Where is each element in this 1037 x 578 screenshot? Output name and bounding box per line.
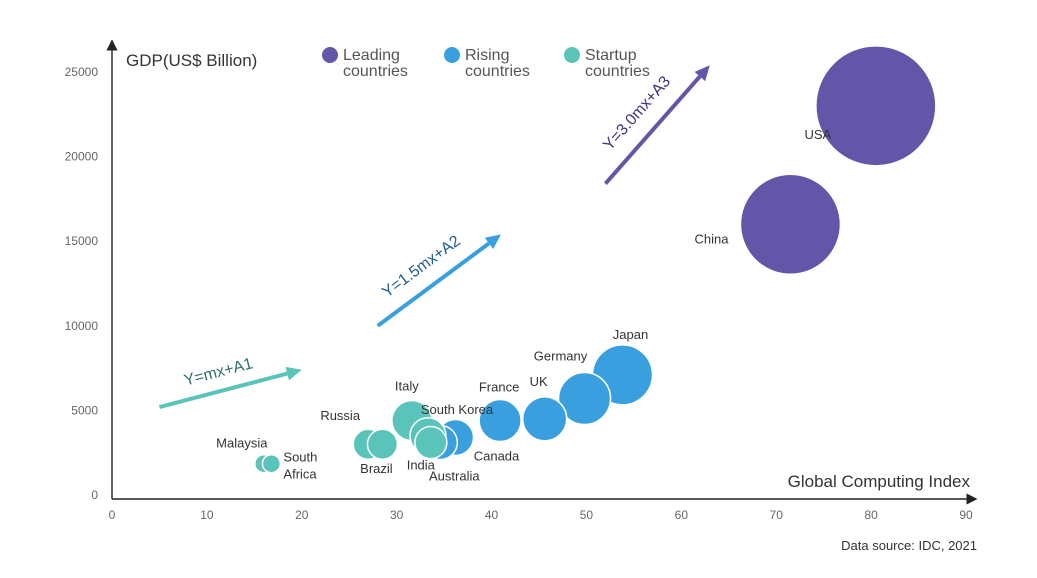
bubble-labels: USA China Japan Germany UK France Canada Austra… <box>216 127 831 484</box>
x-tick-label: 10 <box>200 508 214 522</box>
legend-label: Startup countries <box>585 47 650 80</box>
bubble-france <box>478 398 522 443</box>
bubble-label: Malaysia <box>216 436 268 451</box>
x-tick-label: 80 <box>864 508 878 522</box>
x-tick-label: 90 <box>959 508 973 522</box>
y-tick-label: 25000 <box>65 65 99 79</box>
x-tick-label: 50 <box>580 508 594 522</box>
y-tick-label: 5000 <box>71 403 98 417</box>
axes: GDP(US$ Billion) Global Computing Index … <box>106 39 978 553</box>
x-tick-label: 70 <box>770 508 784 522</box>
y-axis-title: GDP(US$ Billion) <box>126 51 257 70</box>
bubble-label: Italy <box>395 379 419 394</box>
trend-arrow-shaft <box>603 75 702 185</box>
bubble-brazil <box>366 428 399 460</box>
bubble-label: Russia <box>320 408 361 423</box>
y-tick-label: 0 <box>91 488 98 502</box>
bubble-label: India <box>407 458 436 473</box>
bubble-label: Australia <box>429 469 480 484</box>
bubble-label: Japan <box>613 327 648 342</box>
bubble-label: Brazil <box>360 461 393 476</box>
bubble-label: France <box>479 380 519 395</box>
bubble-label: Canada <box>474 448 520 463</box>
y-tick-labels: 0 5000 10000 15000 20000 25000 <box>65 65 99 502</box>
legend: Leading countries Rising countries Startup co… <box>322 47 650 80</box>
y-tick-label: 20000 <box>65 150 99 164</box>
trend-arrow-head <box>484 234 502 249</box>
x-tick-label: 30 <box>390 508 404 522</box>
bubble-uk <box>521 396 568 442</box>
x-axis-title: Global Computing Index <box>788 472 971 491</box>
trend-arrow-head <box>285 366 302 381</box>
bubble-label: Germany <box>534 349 588 364</box>
y-tick-label: 15000 <box>65 234 99 248</box>
legend-marker <box>564 47 580 63</box>
bubble-label: South Africa <box>283 450 317 482</box>
x-tick-label: 20 <box>295 508 309 522</box>
legend-marker <box>322 47 338 63</box>
bubble-label: USA <box>804 127 831 142</box>
trend-arrow-shaft <box>376 241 491 328</box>
bubbles <box>254 45 937 474</box>
x-tick-label: 0 <box>109 508 116 522</box>
bubble-germany <box>557 371 612 426</box>
bubble-india <box>414 425 448 460</box>
bubble-label: UK <box>530 374 548 389</box>
x-tick-label: 60 <box>675 508 689 522</box>
bubble-usa <box>815 45 937 167</box>
data-source: Data source: IDC, 2021 <box>841 538 977 553</box>
bubble-label: South Korea <box>421 402 494 417</box>
x-tick-label: 40 <box>485 508 499 522</box>
y-tick-label: 10000 <box>65 319 99 333</box>
x-tick-labels: 0 10 20 30 40 50 60 70 80 90 <box>109 508 973 522</box>
legend-marker <box>444 47 460 63</box>
trend-equation-label: Y=3.0mx+A3 <box>600 73 674 154</box>
bubble-label: China <box>694 231 729 246</box>
trend-arrow-head <box>694 65 710 82</box>
legend-label: Leading countries <box>343 47 408 80</box>
trend-arrow-shaft <box>158 371 288 409</box>
legend-label: Rising countries <box>465 47 530 80</box>
bubble-south-africa <box>261 453 282 474</box>
bubble-china <box>739 173 842 276</box>
